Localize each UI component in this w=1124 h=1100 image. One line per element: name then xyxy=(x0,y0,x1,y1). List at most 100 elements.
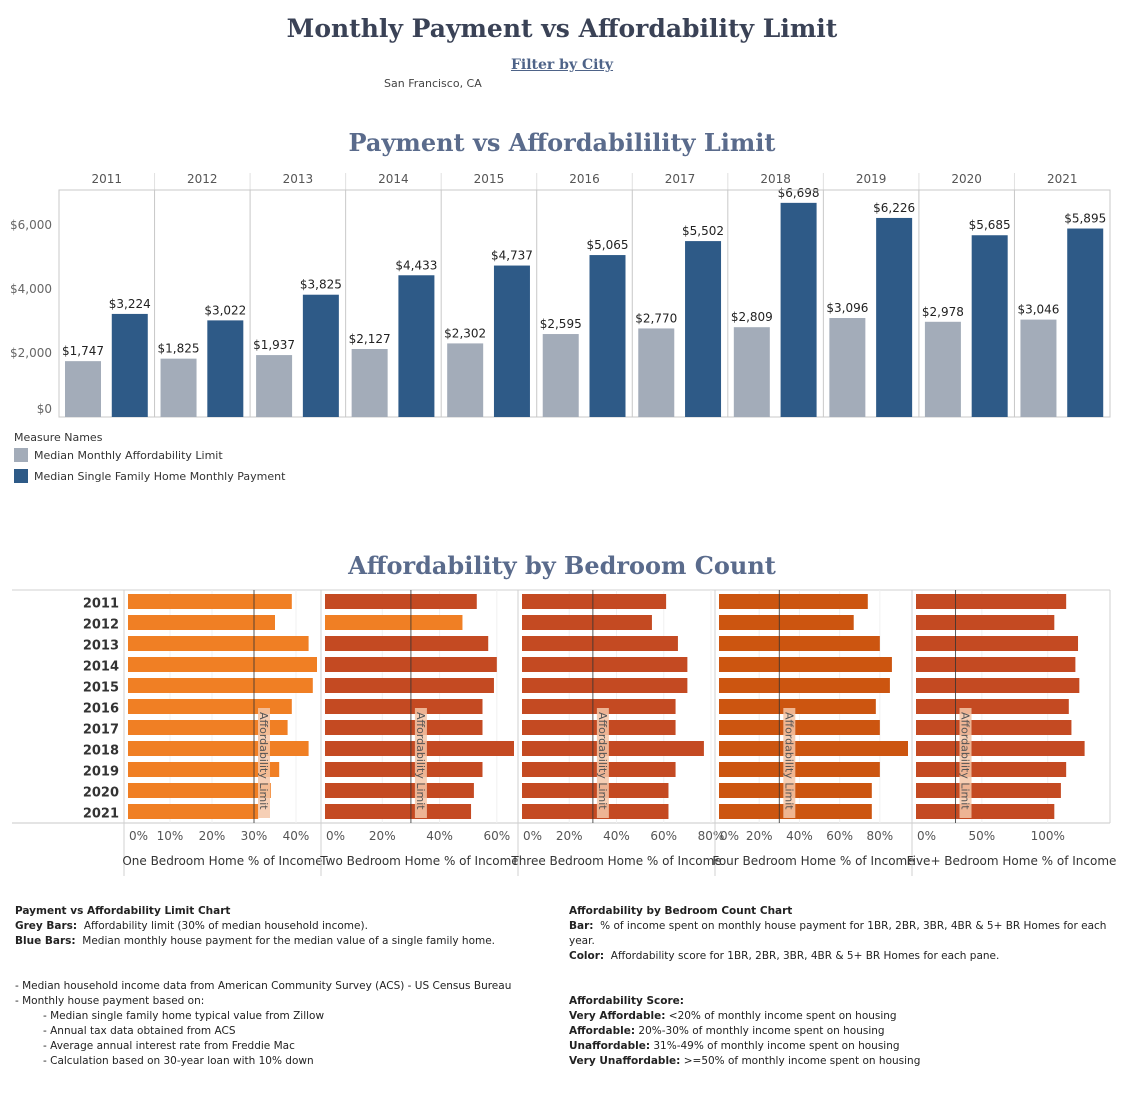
score-title: Affordability Score: xyxy=(569,995,684,1007)
affordability-limit-label: Affordability Limit xyxy=(959,712,972,810)
x-tick-label: 20% xyxy=(746,829,773,843)
x-tick-label: 30% xyxy=(241,829,268,843)
horizontal-bar xyxy=(719,657,892,672)
bar-monthly-payment xyxy=(111,313,148,417)
horizontal-bar xyxy=(128,720,288,735)
bar-label-monthly-payment: $3,224 xyxy=(109,297,151,311)
horizontal-bar xyxy=(325,783,474,798)
x-tick-label: 40% xyxy=(786,829,813,843)
bar-label-monthly-payment: $3,022 xyxy=(204,303,246,317)
year-header-label: 2019 xyxy=(856,172,887,186)
source-note-1: - Median household income data from Amer… xyxy=(15,980,512,992)
bar-affordability-limit xyxy=(924,321,961,417)
bar-affordability-limit xyxy=(638,328,675,417)
y-tick-label: $6,000 xyxy=(10,218,52,232)
score-2-text: 20%-30% of monthly income spent on housi… xyxy=(638,1025,885,1037)
year-header-label: 2018 xyxy=(760,172,791,186)
affordability-limit-label: Affordability Limit xyxy=(782,712,795,810)
horizontal-bar xyxy=(522,636,678,651)
x-tick-label: 0% xyxy=(326,829,345,843)
bar-label-monthly-payment: $4,737 xyxy=(491,249,533,263)
bar-label-monthly-payment: $4,433 xyxy=(395,258,437,272)
x-tick-label: 60% xyxy=(826,829,853,843)
year-row-label: 2019 xyxy=(83,765,119,780)
bar-monthly-payment xyxy=(207,320,244,417)
bar-label-affordability-limit: $1,747 xyxy=(62,344,104,358)
affordability-limit-label-bg xyxy=(414,708,427,818)
x-tick-label: 40% xyxy=(283,829,310,843)
bar-affordability-limit xyxy=(256,355,293,417)
legend-label-monthly-payment: Median Single Family Home Monthly Paymen… xyxy=(34,469,286,483)
horizontal-bar xyxy=(522,657,688,672)
y-tick-label: $4,000 xyxy=(10,282,52,296)
horizontal-bar xyxy=(522,594,667,609)
filter-by-city-link[interactable]: Filter by City xyxy=(510,57,614,73)
horizontal-bar xyxy=(128,783,271,798)
bar-label-affordability-limit: $3,096 xyxy=(826,301,868,315)
bar-label-monthly-payment: $6,226 xyxy=(873,201,915,215)
horizontal-bar xyxy=(325,720,483,735)
year-header-label: 2017 xyxy=(665,172,696,186)
x-tick-label: 20% xyxy=(369,829,396,843)
bar-label-affordability-limit: $2,809 xyxy=(731,310,773,324)
year-row-label: 2018 xyxy=(83,744,119,759)
horizontal-bar xyxy=(719,699,876,714)
affordability-limit-label: Affordability Limit xyxy=(414,712,427,810)
x-tick-label: 0% xyxy=(129,829,148,843)
horizontal-bar xyxy=(719,762,880,777)
bar-monthly-payment xyxy=(1067,228,1104,417)
x-tick-label: 0% xyxy=(720,829,739,843)
score-3-label: Unaffordable: xyxy=(569,1040,651,1052)
horizontal-bar xyxy=(719,594,868,609)
horizontal-bar xyxy=(128,615,275,630)
x-tick-label: 20% xyxy=(556,829,583,843)
year-header-label: 2015 xyxy=(474,172,505,186)
horizontal-bar xyxy=(916,699,1069,714)
pane-axis-title: One Bedroom Home % of Income xyxy=(122,854,322,868)
year-header-label: 2013 xyxy=(283,172,314,186)
x-tick-label: 0% xyxy=(917,829,936,843)
year-row-label: 2013 xyxy=(83,639,119,654)
score-1-label: Very Affordable: xyxy=(569,1010,666,1022)
year-row-label: 2017 xyxy=(83,723,119,738)
pane-axis-title: Three Bedroom Home % of Income xyxy=(510,854,721,868)
year-header-label: 2016 xyxy=(569,172,600,186)
bar-monthly-payment xyxy=(398,275,435,417)
blue-bars-label: Blue Bars: xyxy=(15,935,76,947)
horizontal-bar xyxy=(916,762,1067,777)
bar-label-monthly-payment: $5,895 xyxy=(1064,212,1106,226)
notes-left: Payment vs Affordability Limit Chart Gre… xyxy=(15,904,555,1069)
affordability-limit-label-bg xyxy=(959,708,972,818)
horizontal-bar xyxy=(325,804,472,819)
pane-axis-title: Two Bedroom Home % of Income xyxy=(319,854,518,868)
affordability-by-bedroom-chart: 2011 2012 2013 2014 2015 2016 2017 2018 2019 2020… xyxy=(12,589,1116,876)
score-2-label: Affordable: xyxy=(569,1025,636,1037)
bar-label-monthly-payment: $3,825 xyxy=(300,278,342,292)
horizontal-bar xyxy=(325,678,494,693)
x-tick-label: 80% xyxy=(698,829,725,843)
city-filter-value[interactable]: San Francisco, CA xyxy=(384,77,482,90)
legend-title: Measure Names xyxy=(14,431,103,444)
bar-affordability-limit xyxy=(1020,319,1057,417)
score-3-text: 31%-49% of monthly income spent on housi… xyxy=(653,1040,900,1052)
y-tick-label: $2,000 xyxy=(10,346,52,360)
x-tick-label: 100% xyxy=(1031,829,1065,843)
horizontal-bar xyxy=(916,657,1076,672)
bar-monthly-payment xyxy=(876,217,913,417)
bar-label-affordability-limit: $1,937 xyxy=(253,338,295,352)
bar-label-affordability-limit: $2,978 xyxy=(922,305,964,319)
year-row-label: 2015 xyxy=(83,681,119,696)
color-note-label: Color: xyxy=(569,950,605,962)
legend-item-monthly-payment[interactable]: Median Single Family Home Monthly Paymen… xyxy=(14,469,285,483)
horizontal-bar xyxy=(128,804,259,819)
horizontal-bar xyxy=(128,657,317,672)
legend-item-affordability-limit[interactable]: Median Monthly Affordability Limit xyxy=(14,448,223,462)
horizontal-bar xyxy=(325,699,483,714)
horizontal-bar xyxy=(719,678,890,693)
source-note-6: - Calculation based on 30-year loan with… xyxy=(43,1055,314,1067)
notes-right: Affordability by Bedroom Count Chart Bar… xyxy=(569,904,1119,1069)
horizontal-bar xyxy=(916,636,1079,651)
grey-bars-label: Grey Bars: xyxy=(15,920,78,932)
bar-label-affordability-limit: $2,770 xyxy=(635,311,677,325)
year-row-label: 2020 xyxy=(83,786,119,801)
